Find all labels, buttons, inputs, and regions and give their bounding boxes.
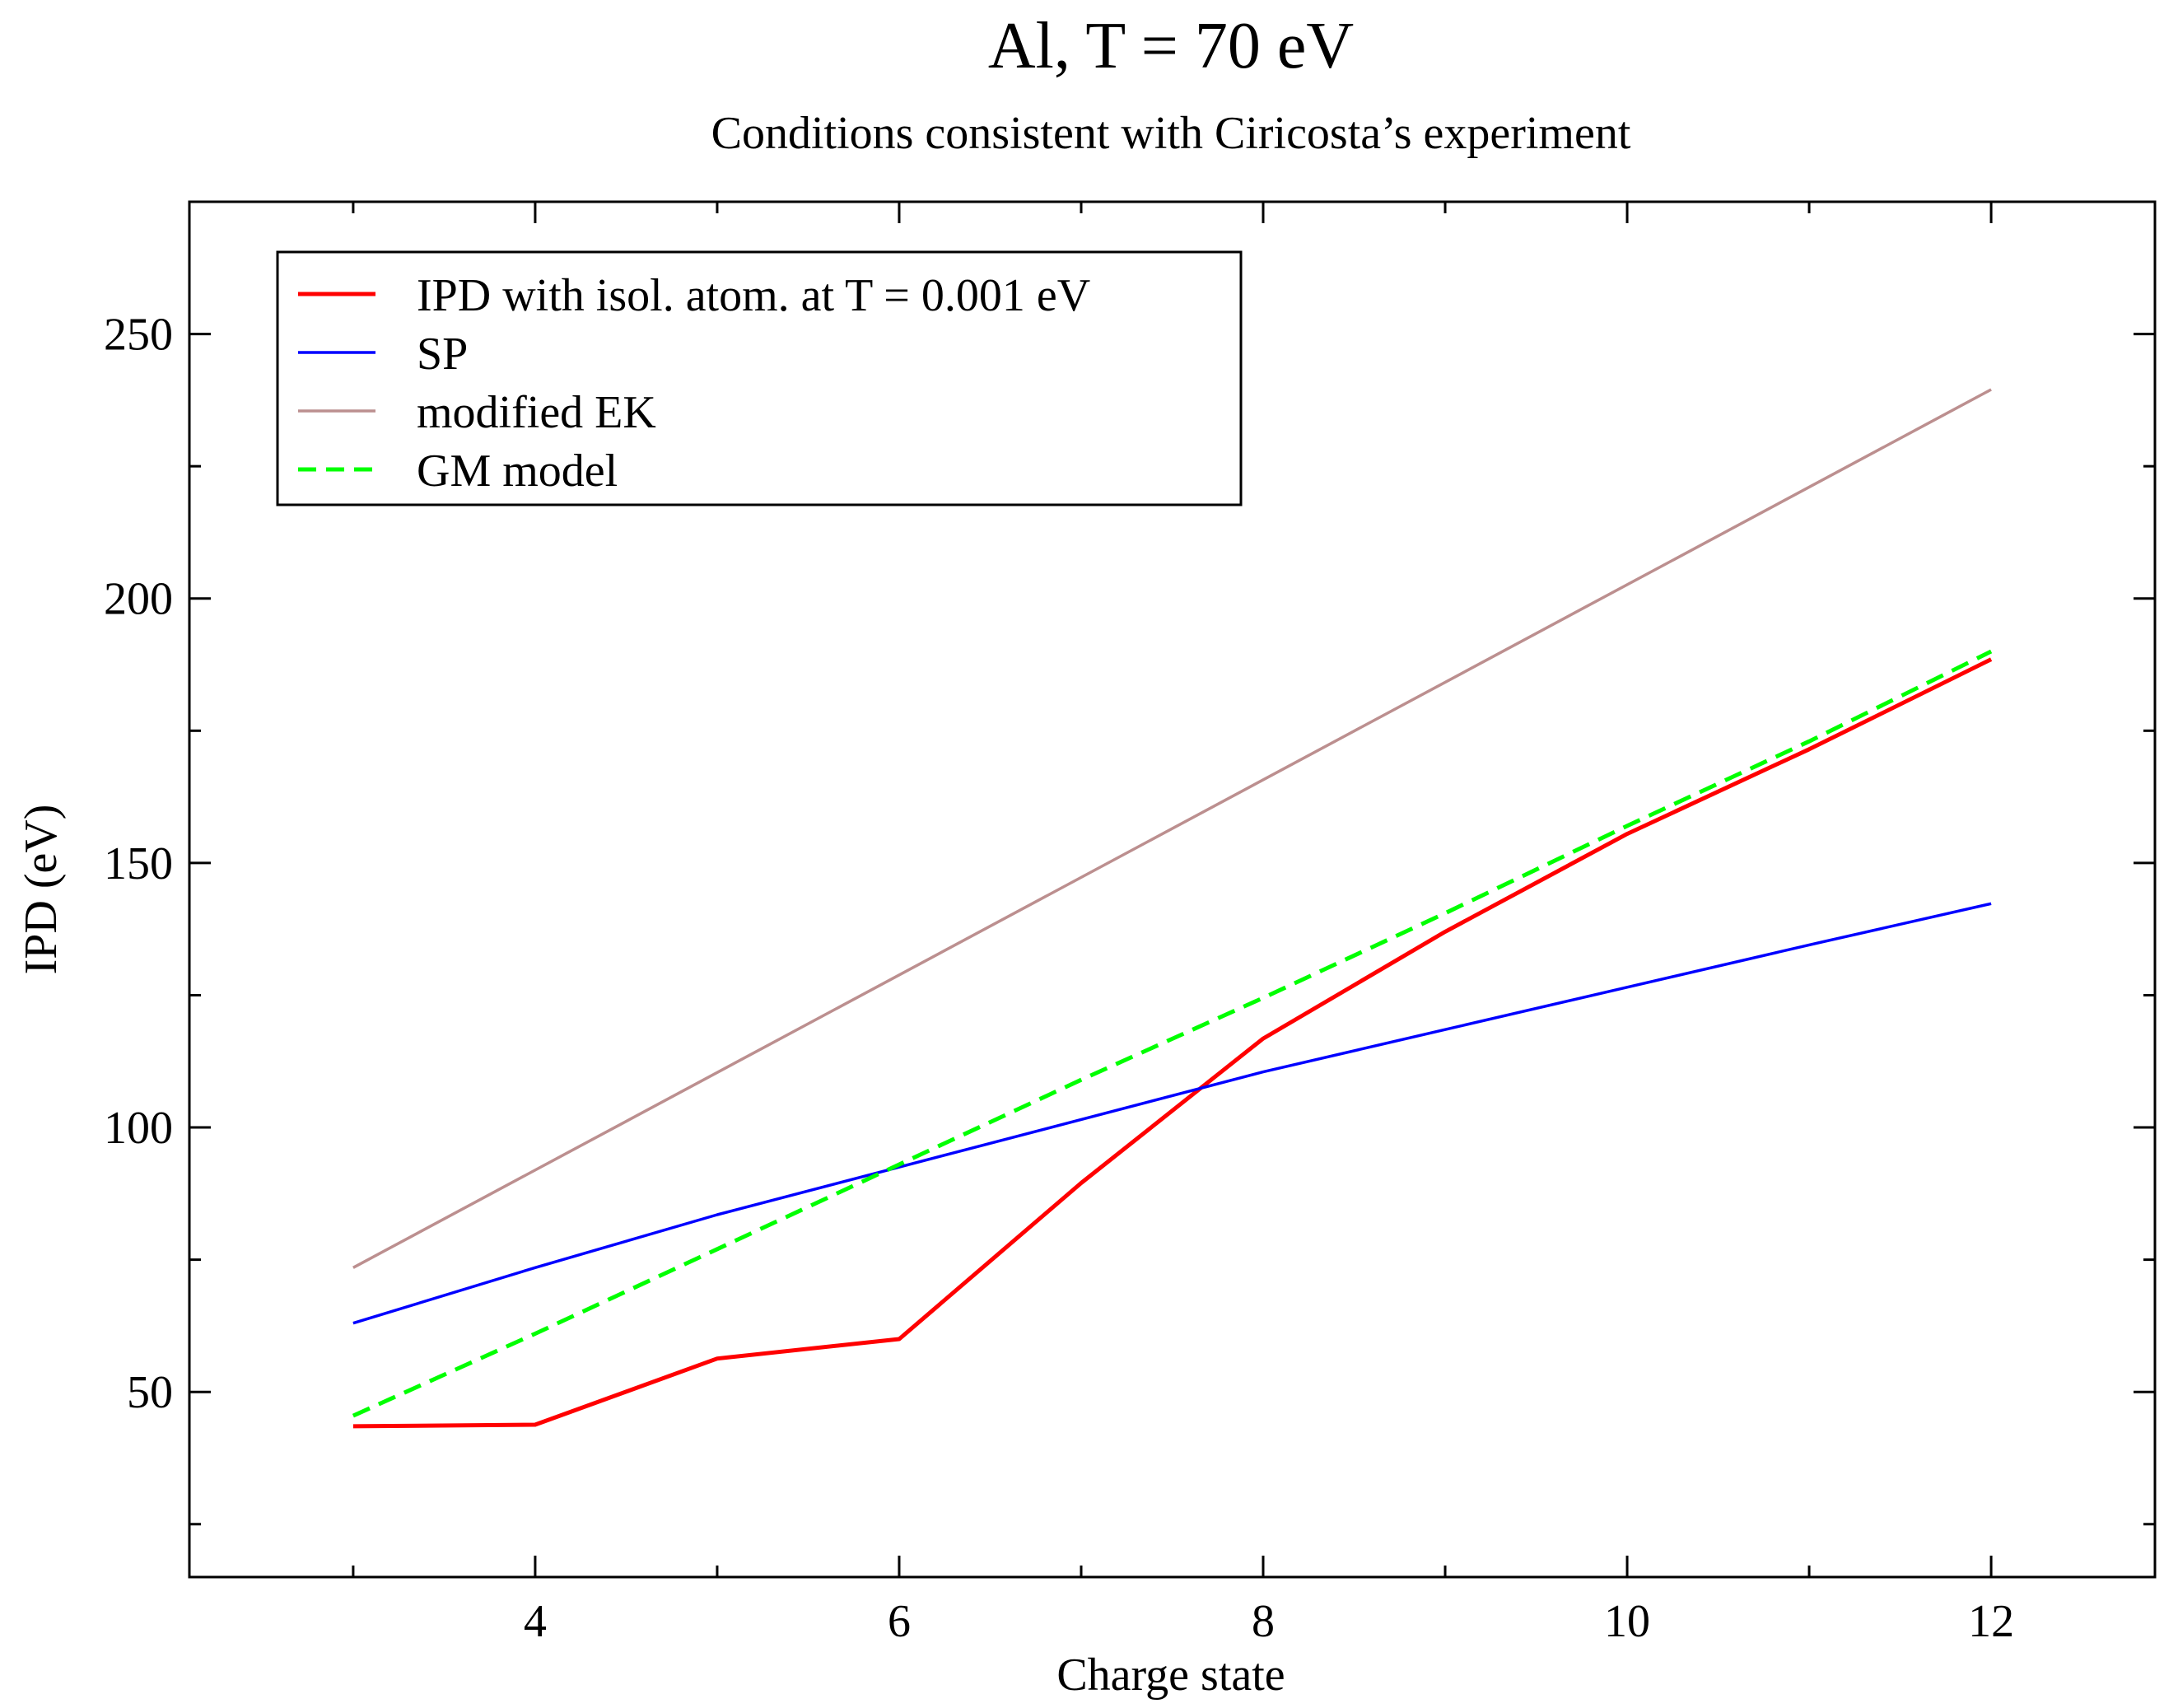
y-tick-label: 100 bbox=[104, 1103, 173, 1154]
series-layer bbox=[352, 388, 1993, 1429]
y-axis-label: IPD (eV) bbox=[16, 805, 67, 975]
y-axis-ticks: 50 100 150 200 250 bbox=[104, 310, 2155, 1526]
x-axis-label: Charge state bbox=[1056, 1650, 1285, 1701]
y-tick-label: 250 bbox=[104, 310, 173, 361]
chart-title: Al, T = 70 eV bbox=[988, 10, 1354, 82]
plot-frame bbox=[188, 200, 2157, 1579]
series-line-1 bbox=[352, 657, 1993, 1429]
series-line-3 bbox=[352, 388, 1992, 1269]
legend-box bbox=[276, 250, 1243, 506]
chart-subtitle: Conditions consistent with Ciricosta’s e… bbox=[711, 108, 1631, 159]
legend-label-2: SP bbox=[417, 329, 468, 380]
y-tick-label: 50 bbox=[127, 1367, 173, 1418]
legend: IPD with isol. atom. at T = 0.001 eV SP mo… bbox=[276, 250, 1243, 506]
series-line-2 bbox=[352, 902, 1992, 1325]
x-tick-label: 4 bbox=[524, 1596, 547, 1647]
x-tick-label: 8 bbox=[1252, 1596, 1275, 1647]
legend-label-1: IPD with isol. atom. at T = 0.001 eV bbox=[417, 270, 1090, 321]
series-line-4 bbox=[352, 649, 1993, 1418]
x-tick-label: 6 bbox=[888, 1596, 911, 1647]
x-axis-ticks: 4 6 8 10 12 bbox=[352, 202, 2014, 1647]
legend-label-3: modified EK bbox=[417, 387, 656, 438]
x-tick-label: 12 bbox=[1968, 1596, 2014, 1647]
legend-label-4: GM model bbox=[417, 446, 618, 497]
x-tick-label: 10 bbox=[1604, 1596, 1650, 1647]
y-tick-label: 200 bbox=[104, 574, 173, 625]
y-tick-label: 150 bbox=[104, 838, 173, 889]
